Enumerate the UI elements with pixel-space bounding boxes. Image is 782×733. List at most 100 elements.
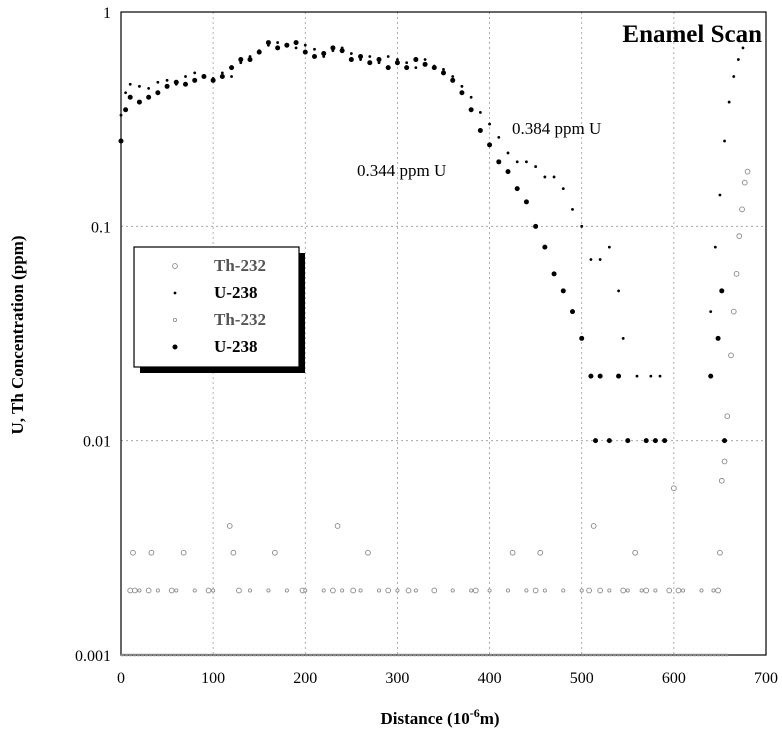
legend-label: Th-232 [214, 256, 266, 275]
x-axis-title: Distance (10-6m) [380, 706, 499, 728]
data-point [123, 107, 129, 113]
data-point [721, 458, 728, 465]
data-point [593, 438, 599, 444]
y-tick-label: 0.001 [75, 648, 111, 665]
data-point [349, 52, 353, 55]
data-point [302, 49, 308, 55]
data-point [590, 523, 597, 529]
annotation-0384: 0.384 ppm U [512, 119, 601, 138]
data-point [639, 588, 644, 593]
data-point [723, 139, 726, 143]
data-point [570, 309, 575, 315]
data-point [497, 135, 501, 139]
data-point [174, 588, 179, 593]
data-point [147, 87, 151, 90]
data-point [711, 588, 716, 593]
data-point [184, 75, 187, 78]
data-point [579, 588, 584, 593]
data-point [405, 61, 409, 65]
data-point [487, 142, 493, 148]
data-point [376, 588, 381, 593]
data-point [506, 151, 510, 155]
data-point [183, 81, 188, 87]
data-point [236, 587, 242, 594]
data-point [724, 413, 731, 420]
data-point [713, 245, 717, 249]
data-point [675, 587, 682, 594]
annotation-0344: 0.344 ppm U [357, 161, 446, 180]
data-point [365, 549, 371, 556]
legend-label: U-238 [214, 337, 257, 356]
data-point [284, 588, 289, 593]
data-point [330, 587, 336, 594]
data-point [708, 373, 714, 379]
data-point [230, 75, 233, 78]
data-point [265, 40, 271, 46]
data-point [205, 587, 212, 594]
data-point [256, 49, 262, 55]
x-tick-label: 0 [117, 670, 125, 687]
x-tick-label: 100 [201, 670, 225, 687]
data-point [514, 186, 520, 192]
data-point [717, 549, 723, 556]
x-tick-label: 700 [754, 670, 778, 687]
series-2 [137, 588, 716, 593]
data-point [128, 82, 132, 86]
data-point [130, 549, 136, 556]
data-point [451, 75, 455, 78]
legend-marker [172, 344, 178, 350]
data-point [275, 45, 281, 51]
data-point [339, 48, 345, 54]
data-point [733, 271, 740, 277]
data-point [524, 588, 529, 593]
data-point [155, 588, 160, 593]
data-point [313, 47, 316, 51]
data-point [741, 179, 748, 186]
data-point [744, 168, 751, 175]
data-point [532, 587, 539, 594]
data-point [405, 587, 412, 594]
data-point [192, 588, 197, 593]
data-point [552, 175, 556, 179]
data-point [653, 588, 658, 593]
data-point [580, 224, 584, 228]
data-point [525, 160, 528, 164]
data-point [413, 57, 419, 63]
data-point [293, 40, 299, 46]
legend-label: Th-232 [214, 310, 266, 329]
data-point [148, 549, 155, 556]
x-tick-label: 400 [478, 670, 502, 687]
data-point [180, 549, 187, 556]
data-point [561, 588, 566, 593]
data-point [137, 588, 142, 593]
data-point [643, 438, 649, 444]
data-point [210, 77, 216, 83]
data-point [145, 587, 152, 594]
data-point [377, 61, 381, 65]
data-point [718, 193, 722, 197]
data-point [551, 271, 557, 277]
data-point [477, 127, 483, 133]
data-point [272, 549, 278, 556]
data-point [478, 111, 482, 114]
data-point [239, 61, 243, 65]
x-axis-title-sup: -6 [470, 706, 480, 720]
data-points [118, 40, 751, 657]
data-point [165, 78, 169, 82]
data-point [496, 159, 502, 165]
data-point [127, 94, 133, 100]
data-point [385, 65, 391, 71]
data-point [597, 587, 603, 594]
data-point [276, 41, 280, 44]
data-point [211, 588, 216, 593]
data-point [561, 187, 565, 190]
data-point [643, 587, 650, 594]
data-point [588, 373, 594, 379]
data-point [468, 107, 474, 113]
data-point [662, 438, 668, 444]
data-point [625, 438, 631, 444]
y-axis-title: U, Th Concentration (ppm) [8, 236, 27, 435]
data-point [607, 588, 612, 593]
data-point [138, 84, 141, 88]
data-point [385, 587, 392, 594]
